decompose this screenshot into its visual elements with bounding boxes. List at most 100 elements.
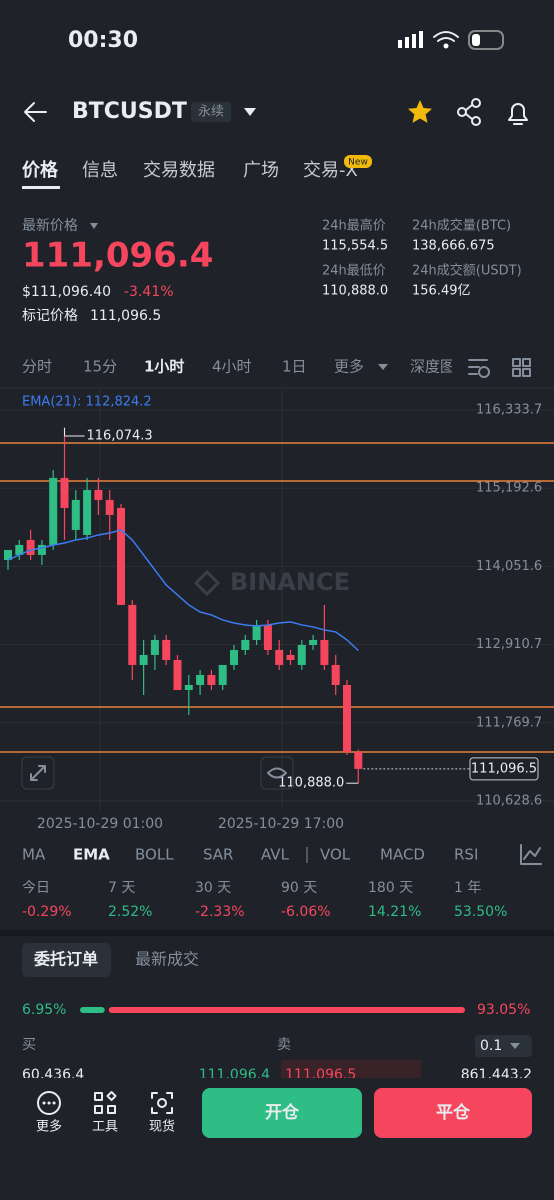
interval[interactable]: 分时 xyxy=(22,358,52,376)
indicator[interactable]: AVL xyxy=(261,846,290,864)
y-tick-label: 115,192.6 xyxy=(476,481,542,496)
tab[interactable]: 价格 xyxy=(22,159,59,181)
expand-button[interactable] xyxy=(21,756,55,790)
indicator[interactable]: MA xyxy=(22,846,46,864)
candle-body xyxy=(26,539,35,555)
badge-bg xyxy=(344,155,372,168)
indicator[interactable]: SAR xyxy=(203,846,233,864)
tab[interactable]: 交易-X xyxy=(303,160,358,181)
stat-value: 138,666.675 xyxy=(412,239,495,254)
candle-body xyxy=(218,664,227,685)
precision-arrow xyxy=(510,1043,520,1049)
back-button[interactable] xyxy=(24,102,47,122)
bottom-item[interactable]: 更多 xyxy=(36,1119,62,1135)
candle-body xyxy=(162,639,171,660)
candle-body xyxy=(94,489,103,500)
high-label: 116,074.3 xyxy=(87,429,153,444)
candle-body xyxy=(309,639,318,645)
candle-body xyxy=(4,549,12,560)
ema-label: EMA(21): 112,824.2 xyxy=(22,395,152,410)
notifications[interactable] xyxy=(508,103,528,125)
order-tab[interactable]: 委托订单 xyxy=(33,950,98,969)
symbol: BTCUSDT xyxy=(72,99,187,124)
indicator-icon[interactable] xyxy=(520,844,542,865)
stat-value: 156.49亿 xyxy=(412,284,471,299)
last-price: 111,096.4 xyxy=(22,236,213,276)
indicator[interactable]: EMA xyxy=(73,846,110,864)
period: 180 天 xyxy=(368,880,413,896)
precision-box[interactable] xyxy=(475,1035,532,1057)
interval[interactable]: 更多 xyxy=(334,358,364,376)
candle-body xyxy=(331,664,340,685)
buy-ratio: 6.95% xyxy=(22,1002,66,1018)
spot-icon xyxy=(151,1092,173,1114)
candle-body xyxy=(139,654,148,665)
more-dropdown[interactable] xyxy=(378,364,388,370)
close-label: 平仓 xyxy=(436,1102,471,1123)
share[interactable] xyxy=(457,98,481,126)
candle-body xyxy=(150,639,159,655)
sell-ratio: 93.05% xyxy=(477,1002,530,1018)
status-icons xyxy=(398,30,504,50)
bottom-item[interactable]: 工具 xyxy=(92,1120,118,1135)
candle-body xyxy=(320,639,329,665)
tag-bg xyxy=(191,102,231,122)
candle-body xyxy=(71,499,80,530)
tab[interactable]: 广场 xyxy=(243,160,279,181)
indicator[interactable]: VOL xyxy=(320,846,351,864)
interval[interactable]: 1日 xyxy=(282,358,307,376)
status-time: 00:30 xyxy=(68,28,138,53)
badge: New xyxy=(348,158,368,168)
favorite[interactable] xyxy=(408,100,432,123)
tag: 永续 xyxy=(198,105,224,120)
candle-body xyxy=(173,659,182,690)
stat-value: 115,554.5 xyxy=(322,239,388,254)
precision: 0.1 xyxy=(480,1038,502,1054)
candle-body xyxy=(196,674,205,685)
interval[interactable]: 4小时 xyxy=(212,358,252,376)
order-tab-bg xyxy=(22,943,111,977)
symbol-dropdown[interactable] xyxy=(244,108,256,116)
expand-icon xyxy=(30,765,46,781)
candle-body xyxy=(343,684,351,752)
interval[interactable]: 15分 xyxy=(83,358,117,376)
low-label: 110,888.0 xyxy=(278,776,344,791)
layout-toggle[interactable] xyxy=(512,358,531,377)
order-tab[interactable]: 最新成交 xyxy=(135,950,199,969)
section-gap xyxy=(0,930,554,936)
candle-body xyxy=(117,507,125,605)
indicator[interactable]: MACD xyxy=(380,846,425,864)
candle-body xyxy=(252,624,261,640)
candle-body xyxy=(184,684,193,690)
chart-settings[interactable] xyxy=(468,359,490,378)
period-change: -2.33% xyxy=(195,904,245,920)
tab[interactable]: 信息 xyxy=(82,160,118,181)
bottom-item[interactable]: 现货 xyxy=(149,1119,175,1135)
mark-label: 标记价格 xyxy=(22,308,78,324)
stat-label: 24h成交额(USDT) xyxy=(412,263,522,279)
eye-button[interactable] xyxy=(260,756,294,790)
price-dropdown[interactable] xyxy=(90,223,98,229)
x-tick-label: 2025-10-29 01:00 xyxy=(37,816,163,832)
period: 90 天 xyxy=(281,880,317,896)
open-button[interactable] xyxy=(202,1088,362,1138)
candle-body xyxy=(128,604,137,665)
close-button[interactable] xyxy=(374,1088,532,1138)
candle-body xyxy=(105,499,114,515)
indicator[interactable]: RSI xyxy=(454,846,478,864)
sell-bar xyxy=(108,1007,465,1013)
interval[interactable]: 1小时 xyxy=(144,358,184,376)
period-change: -0.29% xyxy=(22,904,72,920)
tab[interactable]: 交易数据 xyxy=(143,160,215,181)
interval[interactable]: 深度图 xyxy=(410,358,455,376)
period: 1 年 xyxy=(454,880,481,896)
indicator[interactable]: BOLL xyxy=(135,846,174,864)
usd-price: $111,096.40 xyxy=(22,284,111,300)
candle-body xyxy=(15,544,24,555)
eye-icon xyxy=(267,767,287,779)
last-price-box xyxy=(469,757,539,781)
candle-body xyxy=(230,649,238,665)
ema-line xyxy=(7,529,359,652)
